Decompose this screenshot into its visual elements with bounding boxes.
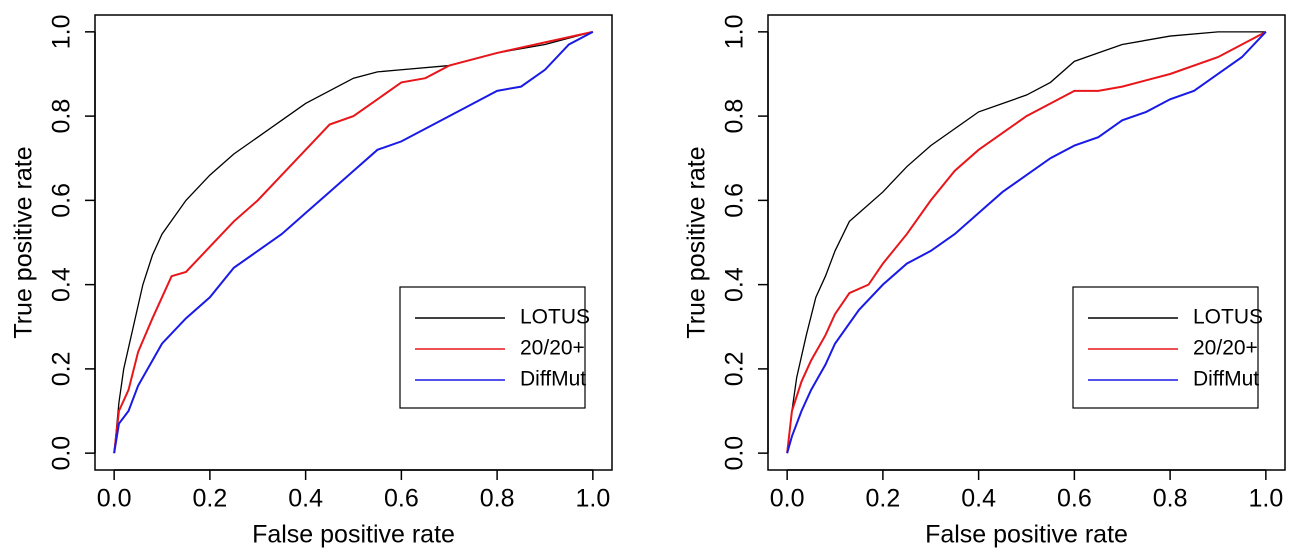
y-tick-label: 0.6 (721, 183, 749, 218)
x-axis-title: False positive rate (925, 521, 1128, 549)
roc-curve (113, 30, 594, 454)
y-tick-label: 0.2 (721, 352, 749, 387)
roc-curve (786, 30, 1267, 454)
legend-label: LOTUS (1193, 306, 1263, 329)
y-tick-label: 1.0 (721, 14, 749, 49)
x-tick-label: 0.6 (384, 485, 419, 513)
legend-label: 20/20+ (1193, 337, 1258, 360)
legend-box (399, 286, 586, 409)
legend-label: LOTUS (520, 306, 590, 329)
x-tick-label: 0.2 (866, 485, 901, 513)
y-axis-title: True positive rate (10, 146, 38, 338)
legend-label: DiffMut (520, 368, 586, 391)
x-tick-label: 0.4 (288, 485, 323, 513)
x-tick-label: 0.2 (193, 485, 228, 513)
roc-curve (786, 31, 1266, 454)
y-tick-label: 0.8 (48, 99, 76, 134)
legend-label: DiffMut (1193, 368, 1259, 391)
y-tick-label: 0.4 (48, 267, 76, 302)
x-tick-label: 0.8 (1153, 485, 1188, 513)
y-tick-label: 1.0 (48, 14, 76, 49)
y-tick-label: 0.2 (48, 352, 76, 387)
roc-curve (786, 31, 1267, 454)
y-tick-label: 0.8 (721, 99, 749, 134)
x-axis-title: False positive rate (252, 521, 455, 549)
y-tick-label: 0.0 (721, 436, 749, 471)
x-tick-label: 0.6 (1057, 485, 1092, 513)
y-tick-label: 0.6 (48, 183, 76, 218)
x-tick-label: 0.8 (480, 485, 515, 513)
y-tick-label: 0.0 (48, 436, 76, 471)
y-tick-label: 0.4 (721, 267, 749, 302)
roc-curve (113, 30, 594, 454)
x-tick-label: 1.0 (575, 485, 610, 513)
legend-box (1072, 286, 1259, 409)
x-tick-label: 0.4 (961, 485, 996, 513)
x-tick-label: 0.0 (770, 485, 805, 513)
x-tick-label: 1.0 (1248, 485, 1283, 513)
x-tick-label: 0.0 (97, 485, 132, 513)
legend-label: 20/20+ (520, 337, 585, 360)
y-axis-title: True positive rate (683, 146, 711, 338)
